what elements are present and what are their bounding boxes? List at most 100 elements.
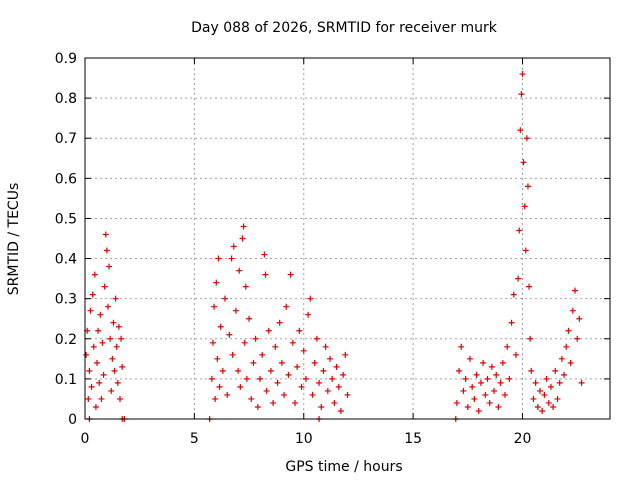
- data-point: [458, 343, 465, 350]
- y-tick-label: 0.7: [55, 131, 77, 147]
- data-point: [462, 375, 469, 382]
- data-point: [274, 379, 281, 386]
- y-tick-label: 0.6: [55, 171, 77, 187]
- data-point: [309, 391, 316, 398]
- data-point: [532, 379, 539, 386]
- data-point: [292, 399, 298, 406]
- data-point: [464, 403, 471, 410]
- data-point: [516, 227, 523, 234]
- y-tick-label: 0.2: [55, 332, 77, 348]
- data-point: [327, 355, 333, 362]
- data-point: [283, 303, 290, 310]
- data-point: [324, 387, 331, 394]
- data-point: [547, 383, 554, 390]
- data-point: [289, 339, 296, 346]
- data-point: [318, 403, 325, 410]
- data-point: [119, 363, 126, 370]
- data-point: [109, 355, 116, 362]
- data-point: [521, 203, 528, 210]
- axis-ticks: 0 0.1 0.2 0.3 0.4 0.5 0.6 0.7 0.8 0.9 0 5 10 15 20: [55, 51, 610, 447]
- data-point: [91, 271, 98, 278]
- data-point: [524, 183, 531, 190]
- data-point: [554, 395, 561, 402]
- data-point: [265, 327, 272, 334]
- data-point: [89, 291, 96, 298]
- data-point: [333, 363, 340, 370]
- data-point: [530, 395, 537, 402]
- data-point: [541, 391, 548, 398]
- chart-title: Day 088 of 2026, SRMTID for receiver mur…: [191, 20, 498, 36]
- plot-frame: [84, 57, 611, 420]
- data-point: [313, 335, 320, 342]
- data-point: [222, 295, 228, 302]
- data-point: [272, 343, 279, 350]
- data-point: [527, 335, 534, 342]
- data-point: [243, 375, 250, 382]
- data-point: [528, 367, 535, 374]
- data-point: [214, 355, 221, 362]
- data-point: [552, 367, 559, 374]
- data-point: [572, 287, 578, 294]
- y-tick-label: 0.3: [55, 292, 77, 308]
- x-tick-label: 10: [295, 431, 313, 447]
- data-point: [213, 279, 220, 286]
- x-tick-label: 20: [514, 431, 532, 447]
- y-axis-label: SRMTID / TECUs: [6, 183, 22, 296]
- data-point: [574, 335, 581, 342]
- data-point: [94, 359, 101, 366]
- data-point: [254, 403, 261, 410]
- data-point: [488, 363, 495, 370]
- y-tick-label: 0.1: [55, 372, 77, 388]
- data-point: [491, 387, 498, 394]
- data-point: [226, 331, 233, 338]
- data-point: [106, 263, 113, 270]
- data-point: [565, 327, 572, 334]
- data-point: [311, 359, 318, 366]
- data-point: [107, 335, 114, 342]
- data-point: [242, 283, 249, 290]
- y-tick-label: 0: [68, 412, 77, 428]
- data-point: [278, 359, 285, 366]
- x-axis-label: GPS time / hours: [285, 459, 402, 475]
- data-point: [499, 359, 506, 366]
- data-point: [322, 343, 329, 350]
- data-points: [83, 71, 585, 422]
- data-point: [471, 395, 478, 402]
- data-point: [567, 359, 574, 366]
- data-point: [522, 247, 529, 254]
- data-point: [88, 383, 95, 390]
- data-point: [87, 307, 94, 314]
- data-point: [484, 375, 491, 382]
- data-point: [113, 343, 120, 350]
- data-point: [259, 351, 266, 358]
- data-point: [316, 379, 323, 386]
- data-point: [523, 135, 530, 142]
- data-point: [83, 351, 90, 358]
- data-point: [92, 403, 99, 410]
- data-point: [211, 303, 218, 310]
- data-point: [460, 387, 467, 394]
- data-point: [469, 383, 476, 390]
- data-point: [504, 343, 511, 350]
- data-point: [305, 311, 312, 318]
- data-point: [302, 375, 309, 382]
- data-point: [216, 383, 223, 390]
- data-point: [558, 355, 565, 362]
- data-point: [510, 291, 517, 298]
- data-point: [263, 387, 270, 394]
- y-tick-label: 0.5: [55, 211, 77, 227]
- data-point: [482, 391, 489, 398]
- y-tick-label: 0.9: [55, 51, 77, 67]
- data-point: [261, 251, 268, 258]
- data-point: [114, 379, 121, 386]
- data-point: [331, 399, 338, 406]
- data-point: [453, 399, 460, 406]
- data-point: [240, 223, 247, 230]
- data-point: [296, 327, 303, 334]
- data-point: [473, 371, 480, 378]
- data-point: [477, 379, 484, 386]
- data-point: [235, 367, 242, 374]
- data-point: [232, 307, 239, 314]
- data-point: [537, 387, 543, 394]
